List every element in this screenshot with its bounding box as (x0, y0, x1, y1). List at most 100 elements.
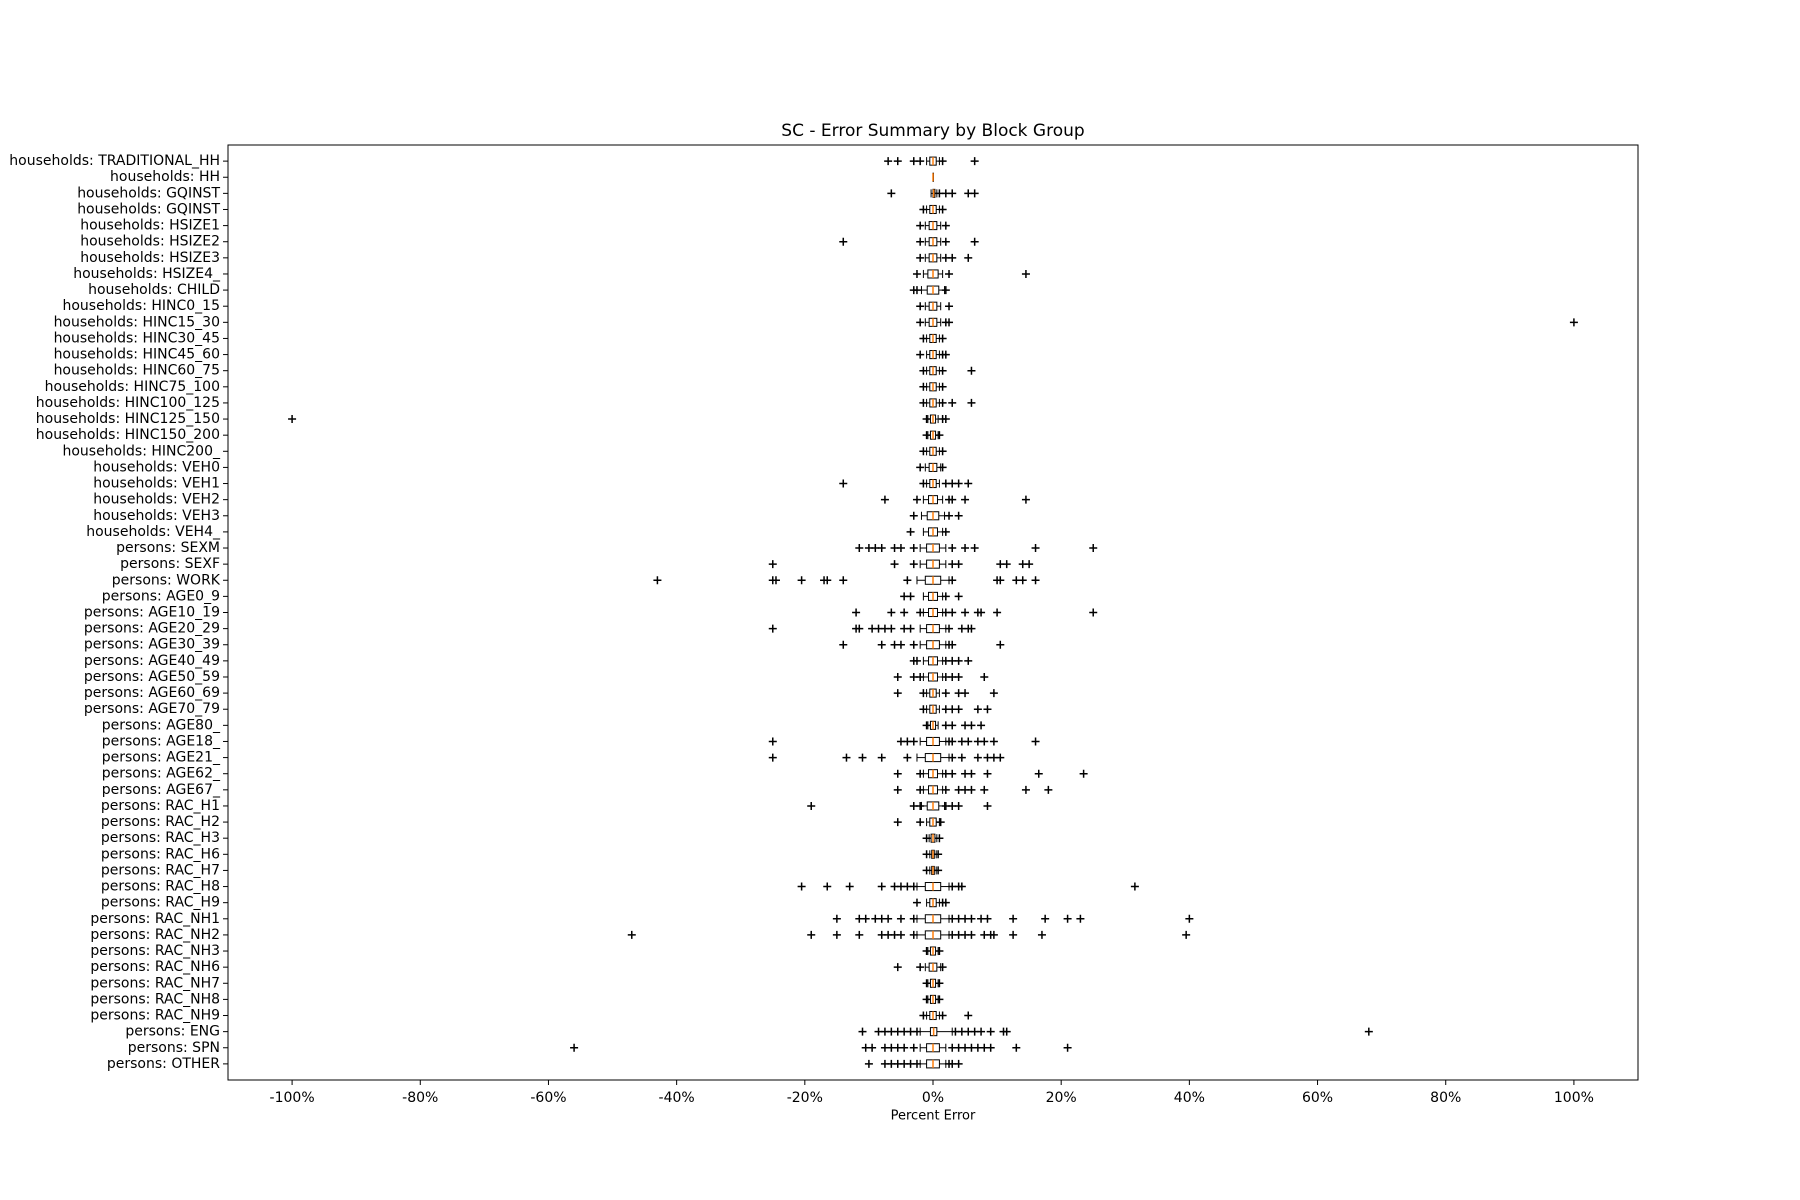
y-tick-label: persons: AGE21_ (102, 750, 221, 766)
flier (768, 737, 777, 746)
flier (1041, 914, 1050, 923)
flier (893, 785, 902, 794)
flier (861, 914, 870, 923)
flier (916, 237, 925, 246)
flier (807, 930, 816, 939)
x-axis-label: Percent Error (891, 1109, 976, 1124)
flier (1182, 930, 1191, 939)
flier (909, 914, 918, 923)
flier (919, 705, 928, 714)
flier (768, 624, 777, 633)
flier (903, 576, 912, 585)
x-tick-label: 80% (1430, 1090, 1461, 1106)
chart-title: SC - Error Summary by Block Group (781, 121, 1084, 141)
flier (893, 672, 902, 681)
flier (916, 818, 925, 827)
flier (877, 753, 886, 762)
flier (989, 930, 998, 939)
y-tick-label: persons: AGE70_79 (84, 701, 220, 717)
flier (768, 560, 777, 569)
y-tick-label: households: HINC200_ (62, 443, 221, 459)
y-tick-label: persons: RAC_H1 (101, 798, 220, 814)
flier (570, 1043, 579, 1052)
flier (922, 866, 931, 875)
flier (1002, 560, 1011, 569)
flier (980, 785, 989, 794)
y-tick-label: persons: RAC_NH1 (90, 911, 220, 927)
y-tick-label: households: HINC15_30 (54, 314, 220, 330)
flier (916, 302, 925, 311)
flier (961, 495, 970, 504)
flier (954, 801, 963, 810)
flier (935, 431, 944, 440)
flier (996, 576, 1005, 585)
flier (938, 463, 947, 472)
flier (919, 382, 928, 391)
flier (948, 576, 957, 585)
flier (858, 1027, 867, 1036)
flier (906, 592, 915, 601)
flier (288, 415, 297, 424)
flier (980, 737, 989, 746)
flier (887, 624, 896, 633)
flier (884, 914, 893, 923)
y-tick-label: households: VEH3 (93, 508, 220, 524)
y-tick-label: households: HINC30_45 (54, 330, 220, 346)
y-tick-label: persons: RAC_NH7 (90, 975, 220, 991)
flier (1089, 544, 1098, 553)
flier (954, 1059, 963, 1068)
flier (941, 898, 950, 907)
flier (845, 882, 854, 891)
y-tick-label: households: CHILD (88, 282, 220, 298)
flier (864, 1059, 873, 1068)
flier (916, 157, 925, 166)
flier (919, 366, 928, 375)
x-tick-label: 20% (1046, 1090, 1077, 1106)
flier (896, 914, 905, 923)
flier (970, 157, 979, 166)
y-tick-label: households: HINC45_60 (54, 347, 220, 363)
flier (989, 737, 998, 746)
flier (893, 689, 902, 698)
flier (1079, 769, 1088, 778)
flier (839, 640, 848, 649)
flier (912, 269, 921, 278)
flier (954, 672, 963, 681)
flier (900, 1043, 909, 1052)
flier (912, 286, 921, 295)
flier (823, 882, 832, 891)
flier (941, 689, 950, 698)
y-tick-label: persons: AGE20_29 (84, 621, 220, 637)
flier (919, 689, 928, 698)
flier (986, 1043, 995, 1052)
flier (948, 737, 957, 746)
flier (935, 947, 944, 956)
flier (1076, 914, 1085, 923)
flier (980, 672, 989, 681)
y-tick-label: households: HINC150_200 (36, 427, 220, 443)
y-tick-label: persons: WORK (112, 572, 221, 588)
flier (977, 1027, 986, 1036)
flier (909, 737, 918, 746)
flier (970, 544, 979, 553)
flier (935, 834, 944, 843)
flier (855, 930, 864, 939)
flier (954, 592, 963, 601)
flier (877, 544, 886, 553)
flier (797, 576, 806, 585)
flier (948, 544, 957, 553)
flier (877, 640, 886, 649)
flier (877, 882, 886, 891)
flier (1185, 914, 1194, 923)
flier (842, 753, 851, 762)
flier (1037, 930, 1046, 939)
flier (916, 253, 925, 262)
flier (916, 801, 925, 810)
y-tick-label: persons: AGE50_59 (84, 669, 220, 685)
flier (996, 640, 1005, 649)
flier (948, 640, 957, 649)
flier (890, 560, 899, 569)
x-tick-label: -80% (402, 1090, 438, 1106)
y-tick-label: households: HINC60_75 (54, 363, 220, 379)
